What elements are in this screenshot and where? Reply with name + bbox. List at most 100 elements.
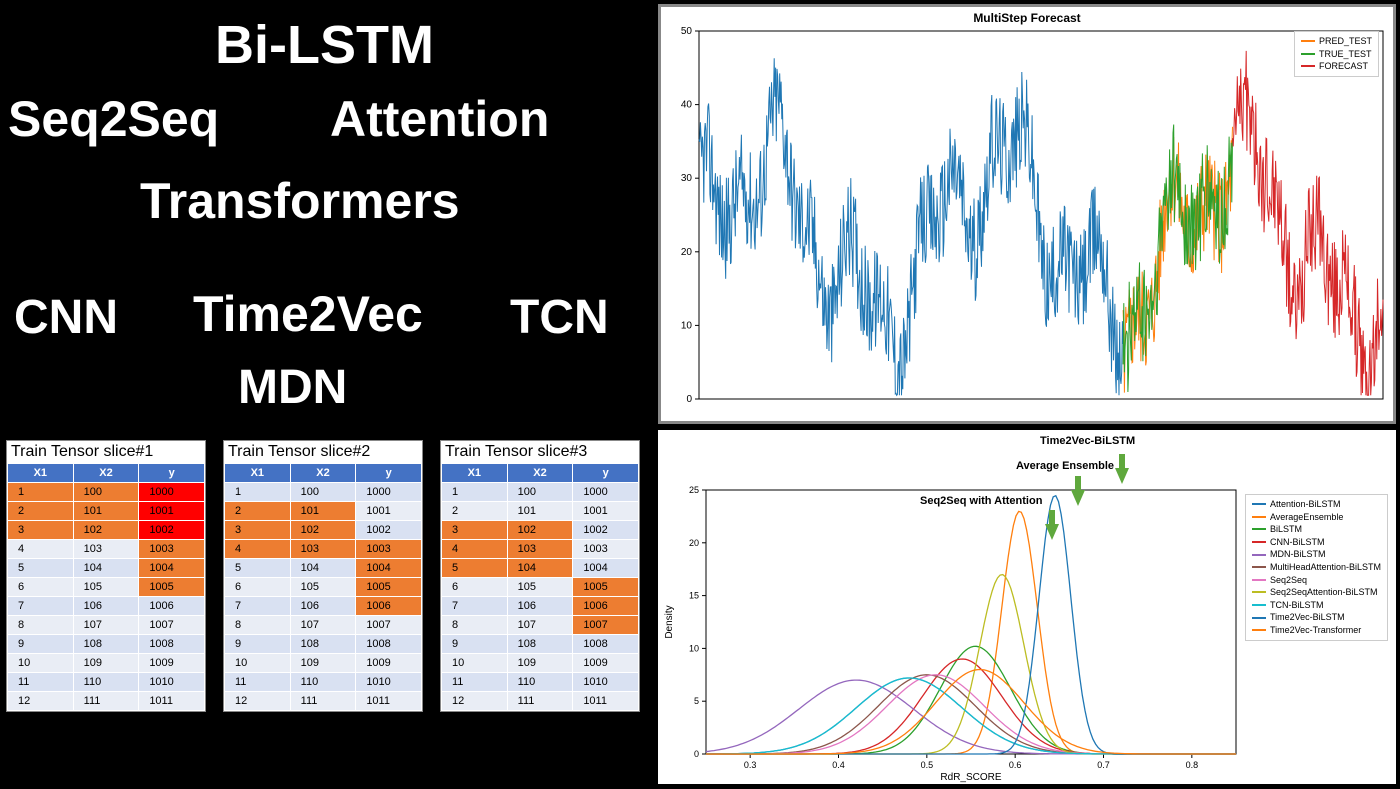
table-cell: 106 xyxy=(290,597,356,616)
svg-text:Density: Density xyxy=(664,605,675,638)
table-cell: 108 xyxy=(290,635,356,654)
legend-item: Time2Vec-BiLSTM xyxy=(1252,611,1381,624)
svg-text:0.6: 0.6 xyxy=(1009,760,1022,770)
table-cell: 102 xyxy=(73,521,139,540)
legend-swatch xyxy=(1301,65,1315,67)
table-row: 101091009 xyxy=(8,654,205,673)
table-cell: 101 xyxy=(290,502,356,521)
table-cell: 1009 xyxy=(573,654,639,673)
density-legend: Attention-BiLSTMAverageEnsembleBiLSTMCNN… xyxy=(1245,494,1388,641)
table-row: 51041004 xyxy=(442,559,639,578)
table-cell: 102 xyxy=(290,521,356,540)
table-cell: 10 xyxy=(225,654,291,673)
legend-item: BiLSTM xyxy=(1252,523,1381,536)
table-row: 51041004 xyxy=(225,559,422,578)
table-cell: 110 xyxy=(290,673,356,692)
svg-text:0.7: 0.7 xyxy=(1097,760,1110,770)
svg-text:30: 30 xyxy=(681,173,693,184)
table-cell: 5 xyxy=(225,559,291,578)
svg-text:RdR_SCORE: RdR_SCORE xyxy=(940,772,1001,783)
col-header: y xyxy=(139,464,205,483)
table-cell: 1011 xyxy=(139,692,205,711)
table-cell: 105 xyxy=(290,578,356,597)
svg-text:50: 50 xyxy=(681,26,693,37)
keyword: Transformers xyxy=(140,172,460,230)
table-cell: 1 xyxy=(225,483,291,502)
table-cell: 1002 xyxy=(356,521,422,540)
tensor-table: X1X2y11001000210110013102100241031003510… xyxy=(7,463,205,711)
table-row: 11001000 xyxy=(225,483,422,502)
table-cell: 1007 xyxy=(573,616,639,635)
table-row: 21011001 xyxy=(442,502,639,521)
table-cell: 109 xyxy=(73,654,139,673)
table-cell: 2 xyxy=(442,502,508,521)
table-cell: 4 xyxy=(8,540,74,559)
forecast-chart: MultiStep Forecast 01020304050 PRED_TEST… xyxy=(658,4,1396,424)
table-title: Train Tensor slice#2 xyxy=(224,441,422,463)
table-cell: 105 xyxy=(507,578,573,597)
table-row: 101091009 xyxy=(442,654,639,673)
legend-label: Time2Vec-BiLSTM xyxy=(1270,611,1345,624)
table-cell: 111 xyxy=(507,692,573,711)
table-cell: 103 xyxy=(73,540,139,559)
table-row: 121111011 xyxy=(8,692,205,711)
table-cell: 9 xyxy=(225,635,291,654)
table-cell: 110 xyxy=(507,673,573,692)
table-cell: 6 xyxy=(442,578,508,597)
table-cell: 3 xyxy=(225,521,291,540)
table-cell: 7 xyxy=(8,597,74,616)
table-cell: 104 xyxy=(73,559,139,578)
col-header: X1 xyxy=(442,464,508,483)
legend-swatch xyxy=(1252,566,1266,568)
table-cell: 8 xyxy=(442,616,508,635)
table-cell: 1009 xyxy=(356,654,422,673)
table-cell: 1002 xyxy=(139,521,205,540)
table-cell: 8 xyxy=(225,616,291,635)
table-cell: 4 xyxy=(442,540,508,559)
table-cell: 2 xyxy=(225,502,291,521)
table-cell: 1008 xyxy=(573,635,639,654)
table-cell: 1001 xyxy=(356,502,422,521)
table-cell: 111 xyxy=(290,692,356,711)
table-cell: 1008 xyxy=(139,635,205,654)
table-cell: 8 xyxy=(8,616,74,635)
table-cell: 1011 xyxy=(573,692,639,711)
keyword: Bi-LSTM xyxy=(215,14,434,76)
table-cell: 12 xyxy=(8,692,74,711)
legend-item: Attention-BiLSTM xyxy=(1252,498,1381,511)
table-title: Train Tensor slice#3 xyxy=(441,441,639,463)
legend-swatch xyxy=(1301,53,1315,55)
table-cell: 1000 xyxy=(573,483,639,502)
table-row: 41031003 xyxy=(442,540,639,559)
legend-swatch xyxy=(1252,579,1266,581)
svg-text:10: 10 xyxy=(681,320,693,331)
table-row: 31021002 xyxy=(225,521,422,540)
table-row: 21011001 xyxy=(225,502,422,521)
legend-item: MDN-BiLSTM xyxy=(1252,548,1381,561)
table-cell: 5 xyxy=(8,559,74,578)
table-cell: 11 xyxy=(8,673,74,692)
col-header: X1 xyxy=(225,464,291,483)
arrow-icon xyxy=(1045,524,1059,540)
table-cell: 101 xyxy=(73,502,139,521)
table-cell: 108 xyxy=(507,635,573,654)
table-cell: 3 xyxy=(8,521,74,540)
table-cell: 1001 xyxy=(573,502,639,521)
col-header: y xyxy=(573,464,639,483)
keyword: Seq2Seq xyxy=(8,90,219,148)
legend-item: FORECAST xyxy=(1301,60,1372,73)
legend-swatch xyxy=(1252,541,1266,543)
table-cell: 100 xyxy=(73,483,139,502)
table-cell: 103 xyxy=(507,540,573,559)
svg-text:20: 20 xyxy=(681,247,693,258)
table-cell: 1007 xyxy=(356,616,422,635)
table-cell: 10 xyxy=(8,654,74,673)
table-cell: 1007 xyxy=(139,616,205,635)
table-cell: 100 xyxy=(290,483,356,502)
legend-swatch xyxy=(1252,629,1266,631)
legend-swatch xyxy=(1252,503,1266,505)
tensor-table: X1X2y11001000210110013102100241031003510… xyxy=(441,463,639,711)
table-cell: 1010 xyxy=(573,673,639,692)
keyword: Attention xyxy=(330,90,549,148)
table-row: 101091009 xyxy=(225,654,422,673)
